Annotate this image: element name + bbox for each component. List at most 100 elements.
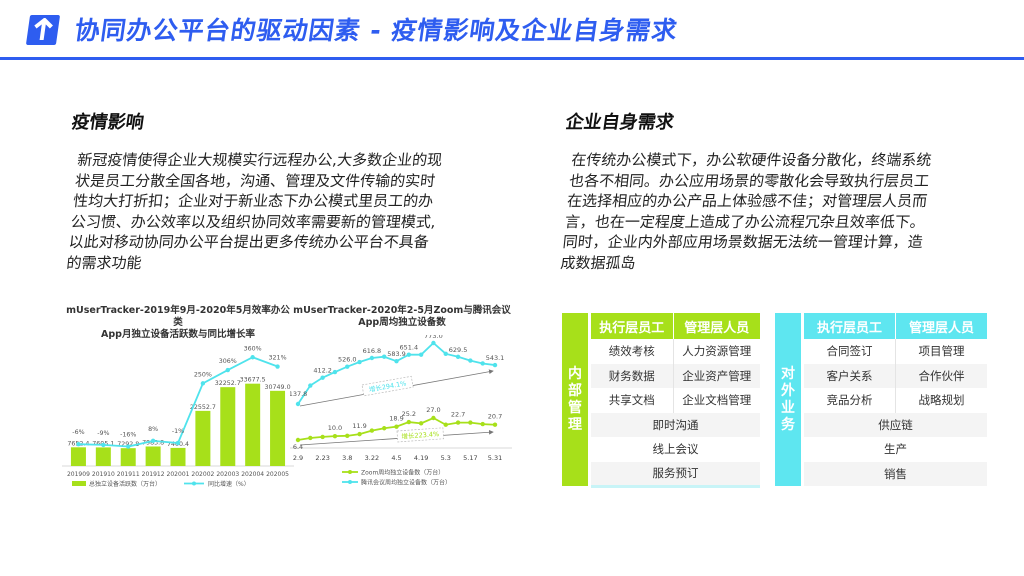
svg-text:-1%: -1% [172,428,184,435]
svg-text:18.9: 18.9 [389,415,403,423]
chart-title: mUserTracker-2019年9月-2020年5月效率办公类 App月独立… [62,305,294,341]
table-row: 即时沟通 [562,412,760,437]
line-point [76,441,81,447]
svg-text:201910: 201910 [92,471,115,478]
svg-text:202004: 202004 [241,471,264,478]
section-title-pandemic: 疫情影响 [70,112,146,133]
svg-text:同比增速（%）: 同比增速（%） [208,480,250,488]
table-cell: 项目管理 [918,344,965,359]
text-line: 的需求功能 [65,253,143,272]
table-cell: 共享文档 [591,388,674,413]
text-line: 公习惯、办公效率以及组织协同效率需要新的管理模式, [70,212,437,231]
svg-text:4.5: 4.5 [391,454,401,462]
line-point [468,358,473,363]
table-cell: 绩效考核 [591,339,674,364]
table-cell: 合同签订 [804,339,896,364]
table-row: 生产 [775,437,987,462]
svg-text:33677.5: 33677.5 [240,377,266,384]
line-point [357,359,362,365]
svg-text:773.0: 773.0 [424,335,443,340]
table-row: 共享文档 企业文档管理 [562,388,760,413]
table-cell-shared: 即时沟通 [591,412,760,437]
line-point [308,383,313,388]
chart-title-line: App月独立设备活跃数与同比增长率 [101,329,255,340]
line-point [357,431,362,437]
svg-text:3.8: 3.8 [342,454,352,462]
svg-text:543.1: 543.1 [486,354,505,362]
svg-text:总独立设备活跃数（万台）: 总独立设备活跃数（万台） [89,480,161,488]
line-point [295,401,301,407]
table-cell-shared: 销售 [804,461,987,486]
svg-text:-16%: -16% [120,432,136,439]
page-title: 协同办公平台的驱动因素 - 疫情影响及企业自身需求 [72,16,680,45]
line-point [381,426,387,431]
line-chart: 2.9 2.23 3.8 3.22 4.5 4.19 5.3 5.17 5.31 增长294.1%… [290,335,512,487]
svg-text:Zoom周均独立设备数（万台）: Zoom周均独立设备数（万台） [361,469,444,477]
svg-text:202003: 202003 [216,471,239,478]
bar [120,448,136,466]
external-business-table: 对 外 业 务 执行层员工 管理层人员 合同签订 项目管理 客户关系 合作伙伴 … [775,313,987,486]
text-line: 同时，企业内外部应用场景数据无法统一管理计算，造 [561,233,924,251]
line-point [369,355,375,361]
section-body-pandemic: 新冠疫情使得企业大规模实行远程办公,大多数企业的现 状是员工分散全国各地，沟通、… [66,150,519,273]
line-point [320,375,325,380]
table-cell: 竞品分析 [804,388,896,413]
column-header: 执行层员工 [591,313,674,339]
bar [245,383,261,466]
line-point [480,361,485,366]
table-row: 供应链 [775,412,987,437]
text-line: 言，也在一定程度上造成了办公流程冗杂且效率低下。 [564,212,926,231]
table-cell: 人力资源管理 [682,344,752,359]
side-char: 部 [568,382,582,399]
svg-text:412.2: 412.2 [313,367,332,375]
growth-annotation-tencent: 增长294.1% [361,375,414,397]
svg-text:137.8: 137.8 [290,390,307,398]
svg-text:5.17: 5.17 [463,454,477,462]
chart-title: mUserTracker-2020年2-5月Zoom与腾讯会议 App周均独立设… [292,305,512,329]
svg-text:5.3: 5.3 [441,454,451,462]
table-row: 财务数据 企业资产管理 [562,363,760,388]
line-point [126,444,131,449]
svg-text:629.5: 629.5 [449,346,468,354]
line-point [443,351,448,357]
table-row: 绩效考核 人力资源管理 [562,339,760,364]
line-point [455,354,461,359]
table-row: 合同签订 项目管理 [775,339,987,364]
table-cell: 客户关系 [804,363,896,388]
svg-text:360%: 360% [244,345,262,352]
line-point [431,415,436,421]
svg-text:22552.7: 22552.7 [190,404,216,411]
bar [95,447,111,466]
line-point [200,381,206,386]
line-point [150,438,156,444]
text-line: 新冠疫情使得企业大规模实行远程办公,大多数企业的现 [76,151,444,169]
svg-text:22.7: 22.7 [451,411,465,419]
table-cell: 企业资产管理 [673,363,760,388]
bar [170,447,186,466]
svg-text:25.2: 25.2 [402,410,416,418]
svg-text:321%: 321% [269,355,287,362]
svg-text:2.9: 2.9 [293,454,303,462]
table-row: 服务预订 [562,461,760,488]
table-row: 竞品分析 战略规划 [775,388,987,413]
table-row: 销售 [775,461,987,486]
chart-title-line: App周均独立设备数 [358,317,446,328]
spacer [801,313,804,486]
growth-annotation-zoom: 增长223.4% [396,427,445,443]
line-point [308,435,313,441]
text-line: 成数据孤岛 [559,253,637,272]
bar [195,410,211,466]
svg-text:8%: 8% [148,426,158,433]
column-header: 管理层人员 [895,313,987,339]
line-point [431,340,436,346]
side-char: 内 [568,365,582,382]
svg-text:583.9: 583.9 [387,350,406,358]
line-point [295,437,301,443]
table-cell: 战略规划 [918,393,965,408]
line-point [418,421,424,426]
svg-text:增长223.4%: 增长223.4% [401,429,439,441]
svg-text:10.0: 10.0 [328,424,342,432]
line-point [480,421,485,427]
table-cell-shared: 服务预订 [591,461,760,488]
spacer [588,313,591,486]
